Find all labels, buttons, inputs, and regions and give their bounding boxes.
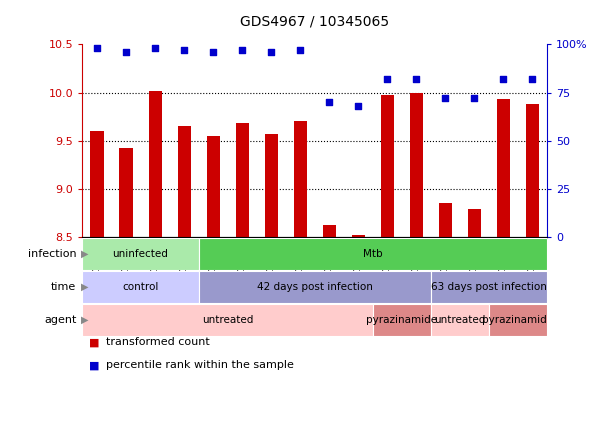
Bar: [468, 209, 481, 237]
Text: ■: ■: [89, 337, 99, 347]
Text: 63 days post infection: 63 days post infection: [431, 282, 547, 292]
Bar: [410, 93, 423, 237]
Bar: [120, 148, 133, 237]
Text: pyrazinamide: pyrazinamide: [366, 315, 437, 325]
Text: Mtb: Mtb: [363, 249, 382, 259]
Text: control: control: [122, 282, 159, 292]
Point: [237, 47, 247, 54]
Point: [266, 49, 276, 55]
Point: [208, 49, 218, 55]
Text: agent: agent: [44, 315, 76, 325]
Bar: [82, 271, 199, 303]
Bar: [526, 104, 539, 237]
Point: [411, 76, 421, 82]
Text: ▶: ▶: [81, 249, 89, 259]
Bar: [431, 304, 489, 336]
Point: [150, 45, 160, 52]
Text: pyrazinamide: pyrazinamide: [482, 315, 554, 325]
Bar: [178, 126, 191, 237]
Bar: [294, 121, 307, 237]
Bar: [90, 131, 103, 237]
Point: [324, 99, 334, 106]
Point: [92, 45, 102, 52]
Text: GDS4967 / 10345065: GDS4967 / 10345065: [240, 15, 389, 29]
Bar: [265, 134, 277, 237]
Text: infection: infection: [27, 249, 76, 259]
Text: untreated: untreated: [434, 315, 486, 325]
Bar: [439, 203, 452, 237]
Text: transformed count: transformed count: [106, 337, 210, 347]
Point: [441, 95, 450, 102]
Bar: [236, 124, 249, 237]
Point: [499, 76, 508, 82]
Point: [179, 47, 189, 54]
Bar: [497, 99, 510, 237]
Text: untreated: untreated: [202, 315, 254, 325]
Point: [382, 76, 392, 82]
Bar: [489, 304, 547, 336]
Bar: [199, 238, 547, 270]
Text: ■: ■: [89, 360, 99, 371]
Text: 42 days post infection: 42 days post infection: [257, 282, 373, 292]
Text: percentile rank within the sample: percentile rank within the sample: [106, 360, 293, 371]
Text: ▶: ▶: [81, 315, 89, 325]
Bar: [431, 271, 547, 303]
Bar: [199, 271, 431, 303]
Point: [469, 95, 479, 102]
Text: time: time: [51, 282, 76, 292]
Point: [527, 76, 537, 82]
Bar: [373, 304, 431, 336]
Bar: [148, 91, 161, 237]
Bar: [82, 238, 199, 270]
Bar: [207, 136, 219, 237]
Bar: [323, 225, 335, 237]
Bar: [82, 304, 373, 336]
Point: [353, 103, 363, 110]
Text: uninfected: uninfected: [112, 249, 169, 259]
Text: ▶: ▶: [81, 282, 89, 292]
Point: [295, 47, 305, 54]
Bar: [381, 96, 393, 237]
Point: [121, 49, 131, 55]
Bar: [352, 235, 365, 237]
